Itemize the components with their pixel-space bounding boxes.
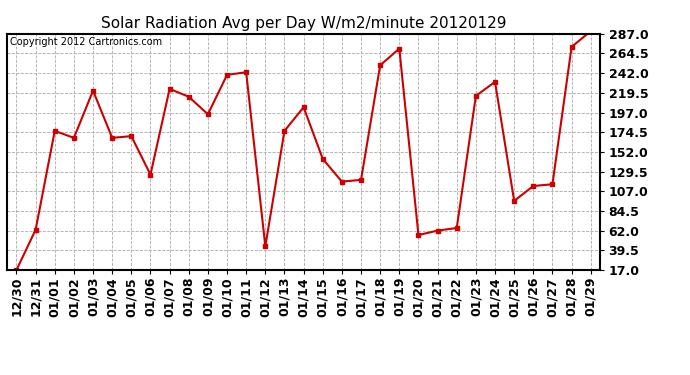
Title: Solar Radiation Avg per Day W/m2/minute 20120129: Solar Radiation Avg per Day W/m2/minute …	[101, 16, 506, 31]
Text: Copyright 2012 Cartronics.com: Copyright 2012 Cartronics.com	[10, 37, 162, 47]
